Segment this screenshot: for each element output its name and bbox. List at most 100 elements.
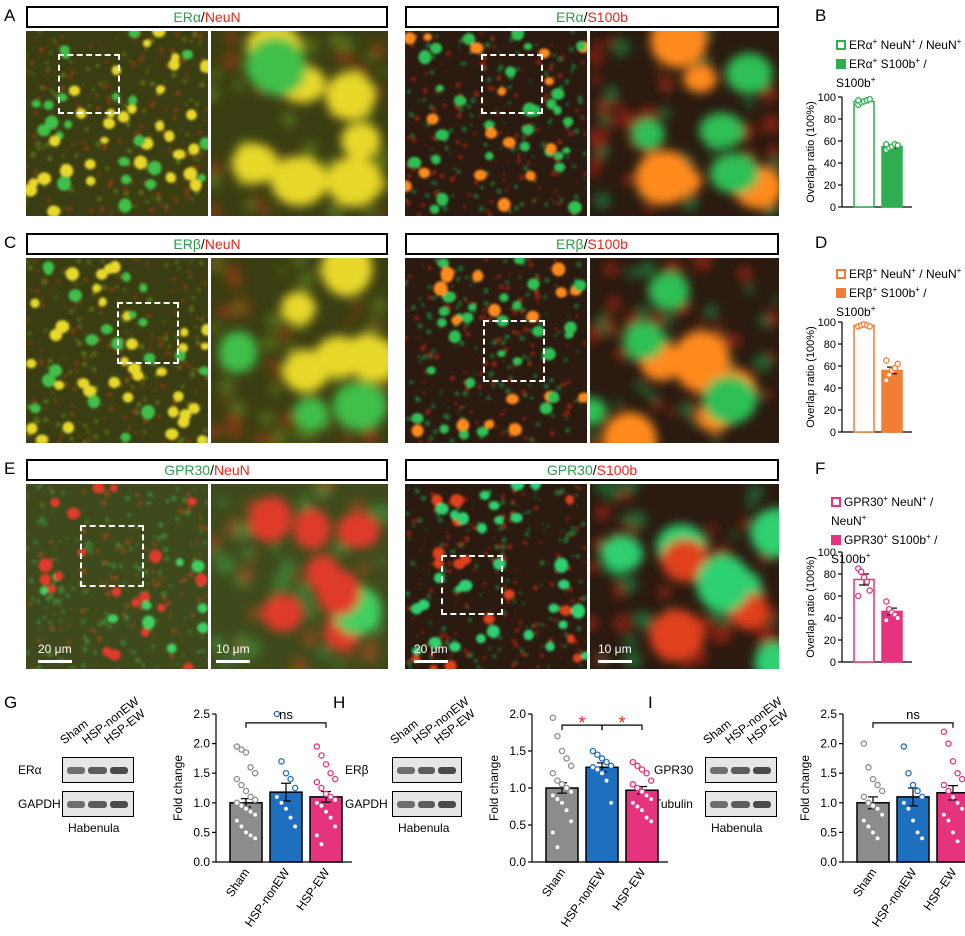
data-point xyxy=(233,743,241,750)
data-point xyxy=(242,805,250,812)
data-point xyxy=(647,777,655,784)
bar xyxy=(936,791,965,863)
data-point xyxy=(869,775,877,783)
data-point xyxy=(563,784,570,792)
data-point xyxy=(914,829,921,836)
data-point xyxy=(598,769,606,777)
data-point xyxy=(958,775,965,783)
data-point xyxy=(885,144,893,151)
data-point xyxy=(638,806,646,814)
legend-F-item-s100b: GPR30+ S100b+ / S100b+ xyxy=(831,532,938,566)
blot-band xyxy=(710,767,729,774)
y-axis-label: Fold change xyxy=(487,755,501,821)
data-point xyxy=(883,357,890,364)
data-point xyxy=(894,142,901,149)
legend-B: ERα+ NeuN+ / NeuN+ ERα+ S100b+ / S100b+ xyxy=(836,34,965,91)
data-point xyxy=(855,101,862,108)
data-point xyxy=(865,823,872,830)
micrograph-row1-zoom-s100b xyxy=(590,31,779,216)
data-point xyxy=(607,762,615,770)
data-point xyxy=(589,747,597,755)
y-tick-label: 1.5 xyxy=(193,766,210,780)
data-point xyxy=(883,598,890,605)
significance-label: * xyxy=(578,713,585,733)
data-point xyxy=(233,799,241,807)
data-point xyxy=(869,802,877,810)
data-point xyxy=(322,808,330,815)
scalebar-overview-right-label: 20 μm xyxy=(414,642,448,656)
data-point xyxy=(857,322,865,329)
y-tick-label: 0.5 xyxy=(820,825,837,839)
blot-band xyxy=(67,767,86,774)
panel-label-E: E xyxy=(4,459,16,478)
blot-band xyxy=(417,767,436,774)
panel-label-F: F xyxy=(815,459,826,478)
y-axis-label: Fold change xyxy=(171,755,185,821)
bar xyxy=(229,802,263,863)
y-tick-label: 1.0 xyxy=(509,781,526,795)
legend-swatch-open xyxy=(836,40,846,50)
y-tick-label: 0 xyxy=(830,427,836,439)
panel-label-A: A xyxy=(4,6,16,25)
data-point xyxy=(549,792,557,799)
data-point xyxy=(885,371,893,379)
y-tick-label: 20 xyxy=(824,405,836,417)
y-tick-label: 1.0 xyxy=(193,796,210,810)
data-point xyxy=(940,781,948,789)
y-axis-label: Overlap ratio (100%) xyxy=(805,556,817,658)
data-point xyxy=(857,568,865,576)
zoom-box-row3-left xyxy=(80,525,144,587)
data-point xyxy=(318,802,325,810)
y-tick-label: 60 xyxy=(824,136,836,148)
blot-region-label: Habenula xyxy=(68,821,120,835)
y-tick-label: 1.5 xyxy=(820,766,837,780)
y-tick-label: 2.0 xyxy=(820,737,837,751)
data-point xyxy=(900,799,908,807)
data-point xyxy=(855,97,862,104)
data-point xyxy=(958,805,965,812)
data-point xyxy=(242,829,250,836)
data-point xyxy=(855,592,862,600)
data-point xyxy=(914,787,921,795)
blot-band xyxy=(397,801,415,808)
data-point xyxy=(247,808,254,815)
micrograph-row1-overview-neun xyxy=(26,31,208,216)
data-point xyxy=(549,714,557,721)
legend-swatch-open xyxy=(831,497,841,507)
blot-loading-band xyxy=(62,791,134,817)
significance-label: ns xyxy=(906,707,920,722)
y-axis-label: Fold change xyxy=(798,755,812,821)
data-point xyxy=(629,799,637,807)
data-point xyxy=(238,746,245,753)
data-point xyxy=(954,769,961,777)
data-point xyxy=(634,762,641,770)
blot-band xyxy=(710,801,729,808)
data-point xyxy=(647,818,655,825)
data-point xyxy=(549,829,557,836)
data-point xyxy=(282,805,290,812)
y-tick-label: 80 xyxy=(824,114,836,126)
data-point xyxy=(251,769,259,777)
panel-label-B: B xyxy=(815,6,827,25)
data-point xyxy=(291,823,299,830)
data-point xyxy=(860,793,868,801)
y-tick-label: 2.0 xyxy=(193,737,210,751)
x-tick-label: HSP-nonEW xyxy=(869,865,920,929)
data-point xyxy=(863,322,871,329)
scalebar-zoom-left xyxy=(216,660,250,663)
y-tick-label: 0.0 xyxy=(193,855,210,869)
data-point xyxy=(866,587,873,594)
legend-D: ERβ+ NeuN+ / NeuN+ ERβ+ S100b+ / S100b+ xyxy=(836,263,965,320)
bar xyxy=(545,787,579,863)
y-tick-label: 0.0 xyxy=(509,855,526,869)
zoom-box-row2-right xyxy=(483,320,545,382)
data-point xyxy=(863,97,871,104)
bar xyxy=(309,796,343,863)
legend-swatch-filled xyxy=(831,535,841,545)
blot-band xyxy=(109,801,128,808)
scalebar-overview-left-label: 20 μm xyxy=(38,642,72,656)
data-point xyxy=(891,364,899,372)
data-point xyxy=(554,777,561,784)
data-point xyxy=(874,781,881,789)
title-row1-left: ERα/NeuN xyxy=(26,6,388,28)
